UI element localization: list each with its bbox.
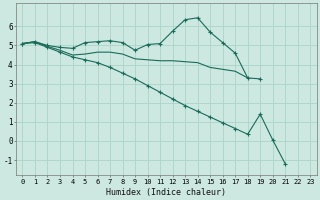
X-axis label: Humidex (Indice chaleur): Humidex (Indice chaleur) xyxy=(106,188,226,197)
